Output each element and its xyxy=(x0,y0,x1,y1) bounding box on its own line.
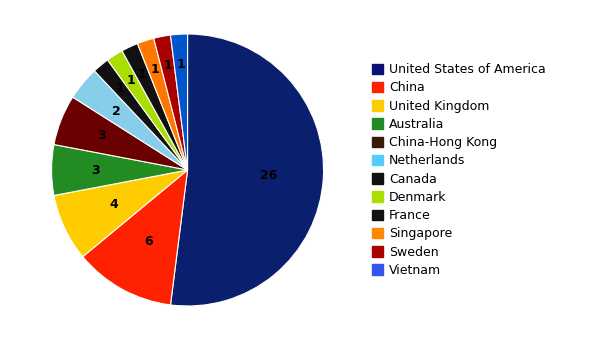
Wedge shape xyxy=(171,34,188,170)
Text: 3: 3 xyxy=(91,164,99,176)
Wedge shape xyxy=(54,97,188,170)
Legend: United States of America, China, United Kingdom, Australia, China-Hong Kong, Net: United States of America, China, United … xyxy=(369,61,549,279)
Text: 1: 1 xyxy=(138,68,147,81)
Text: 3: 3 xyxy=(97,130,106,142)
Text: 1: 1 xyxy=(116,82,124,95)
Text: 4: 4 xyxy=(110,198,118,211)
Wedge shape xyxy=(154,35,188,170)
Wedge shape xyxy=(94,60,188,170)
Wedge shape xyxy=(137,38,188,170)
Text: 6: 6 xyxy=(144,235,152,248)
Wedge shape xyxy=(171,34,324,306)
Wedge shape xyxy=(51,144,188,196)
Wedge shape xyxy=(122,44,188,170)
Wedge shape xyxy=(83,170,188,305)
Text: 1: 1 xyxy=(163,59,172,72)
Wedge shape xyxy=(108,51,188,170)
Text: 1: 1 xyxy=(177,57,185,71)
Text: 1: 1 xyxy=(151,63,159,75)
Wedge shape xyxy=(54,170,188,257)
Wedge shape xyxy=(73,71,188,170)
Text: 2: 2 xyxy=(112,105,120,118)
Text: 26: 26 xyxy=(260,169,278,182)
Text: 1: 1 xyxy=(126,74,135,87)
